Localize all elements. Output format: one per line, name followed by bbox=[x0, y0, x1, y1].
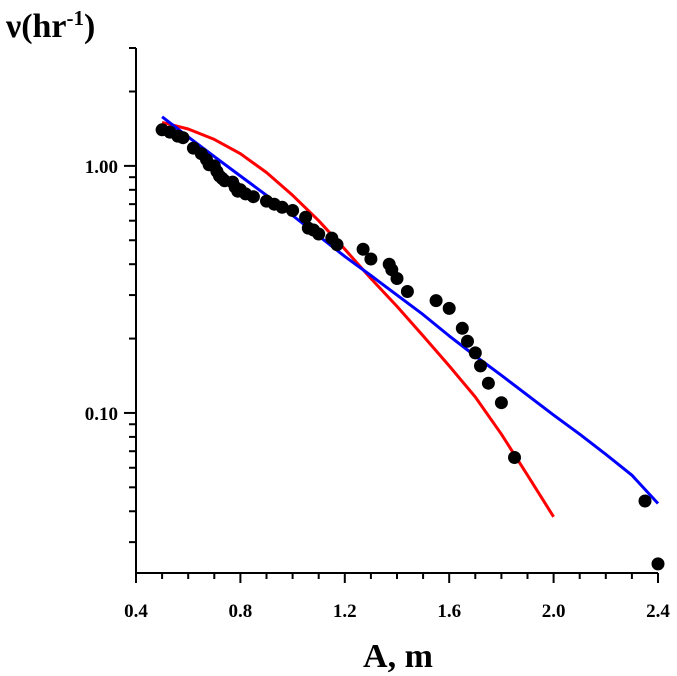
x-axis-title: A, m bbox=[363, 638, 433, 675]
data-point bbox=[330, 238, 344, 252]
y-tick-label: 1.00 bbox=[85, 157, 118, 178]
axes bbox=[124, 47, 659, 583]
data-point bbox=[400, 285, 414, 298]
red-fit-curve bbox=[161, 120, 555, 518]
data-point bbox=[299, 210, 313, 224]
x-tick-label: 0.4 bbox=[124, 601, 148, 622]
y-tick-label: 0.10 bbox=[85, 404, 118, 425]
tick-labels: 0.4 0.8 1.2 1.6 2.0 2.4 1.00 0.10 bbox=[85, 157, 671, 622]
data-point bbox=[312, 227, 326, 241]
x-tick-label: 1.6 bbox=[437, 601, 461, 622]
data-point bbox=[494, 396, 508, 410]
data-point bbox=[481, 376, 495, 390]
blue-fit-curve bbox=[161, 115, 660, 505]
y-axis-title: ν(hr-1) bbox=[5, 6, 95, 45]
data-point bbox=[461, 334, 474, 348]
fit-curves bbox=[161, 115, 660, 518]
x-tick-label: 1.2 bbox=[333, 601, 357, 622]
data-point bbox=[508, 451, 521, 464]
data-point bbox=[442, 301, 456, 315]
x-tick-label: 2.0 bbox=[542, 601, 566, 622]
data-point bbox=[286, 204, 300, 217]
data-point bbox=[176, 131, 190, 145]
data-point bbox=[364, 252, 378, 266]
x-tick-label: 0.8 bbox=[229, 601, 253, 622]
data-points bbox=[155, 123, 665, 571]
data-point bbox=[429, 294, 443, 308]
data-point bbox=[390, 272, 404, 285]
data-point bbox=[455, 321, 469, 335]
data-point bbox=[638, 494, 652, 508]
data-point bbox=[275, 200, 289, 214]
data-point bbox=[356, 242, 370, 256]
data-point bbox=[246, 190, 260, 204]
data-point bbox=[468, 346, 482, 360]
x-tick-label: 2.4 bbox=[646, 601, 670, 622]
data-point bbox=[474, 359, 487, 373]
data-point bbox=[651, 557, 665, 571]
